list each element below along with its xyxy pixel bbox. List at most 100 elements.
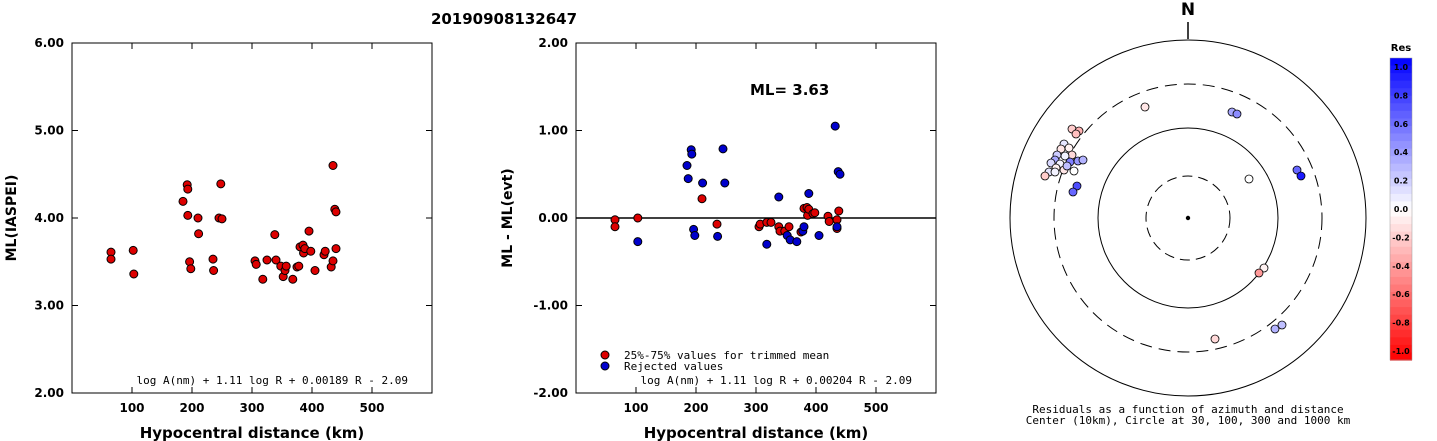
data-point (320, 246, 330, 256)
north-label: N (1181, 0, 1195, 20)
colorbar-cell (1390, 329, 1412, 338)
colorbar: Res 1.0 0.8 0.6 0.4 0.2 0.0 -0.2 -0.4 -0.6 -0.8 -1… (1389, 43, 1413, 361)
colorbar-cell (1390, 110, 1412, 119)
station-marker (1292, 165, 1302, 175)
station-marker (1072, 181, 1082, 191)
colorbar-tick-label: -0.4 (1392, 262, 1410, 271)
left-chart-formula: log A(nm) + 1.11 log R + 0.00189 R - 2.0… (136, 374, 408, 387)
station-marker (1244, 174, 1254, 184)
ml-value-label: ML= 3.63 (750, 81, 829, 99)
data-point (217, 214, 227, 224)
colorbar-cell (1390, 269, 1412, 278)
rejected-point (832, 222, 842, 232)
data-point (183, 210, 193, 220)
data-point (271, 255, 281, 265)
station-marker (1232, 109, 1242, 119)
colorbar-cell (1390, 141, 1412, 150)
data-point (251, 259, 261, 269)
mid-xtick-label: 500 (863, 401, 888, 415)
accepted-point (834, 206, 844, 216)
polar-caption-2: Center (10km), Circle at 30, 100, 300 an… (1026, 414, 1351, 427)
colorbar-cell (1390, 163, 1412, 172)
mid-xtick-label: 100 (623, 401, 648, 415)
left-chart-xlabel: Hypocentral distance (km) (140, 424, 365, 441)
rejected-point (720, 178, 730, 188)
data-point (216, 179, 226, 189)
colorbar-tick-label: 0.4 (1394, 148, 1409, 157)
colorbar-title: Res (1391, 43, 1411, 54)
accepted-point (633, 213, 643, 223)
mid-ytick-label: -1.00 (533, 299, 568, 313)
colorbar-cell (1390, 95, 1412, 104)
data-point (310, 266, 320, 275)
colorbar-frame (1389, 57, 1413, 361)
left-chart-points (106, 161, 341, 284)
left-ytick-label: 4.00 (34, 211, 64, 225)
colorbar-tick-label: 1.0 (1394, 63, 1409, 72)
legend-accepted-marker (600, 350, 610, 360)
data-point (193, 213, 203, 223)
colorbar-cell (1390, 239, 1412, 248)
colorbar-cell (1390, 352, 1412, 361)
data-point (208, 254, 218, 264)
colorbar-cell (1390, 58, 1412, 67)
station-marker (1040, 171, 1050, 181)
colorbar-cell (1390, 254, 1412, 263)
mid-ytick-label: 0.00 (538, 211, 568, 225)
accepted-point (610, 222, 620, 232)
data-point (281, 261, 291, 271)
colorbar-cell (1390, 118, 1412, 127)
colorbar-cell (1390, 178, 1412, 187)
rejected-point (792, 237, 802, 247)
colorbar-cell (1390, 231, 1412, 240)
colorbar-cell (1390, 261, 1412, 270)
mid-ytick-label: 1.00 (538, 124, 568, 138)
colorbar-cell (1390, 299, 1412, 308)
mid-ytick-label: 2.00 (538, 36, 568, 50)
left-chart-frame (71, 42, 433, 394)
station-marker (1071, 129, 1081, 139)
rejected-point (690, 231, 700, 240)
left-xtick-label: 300 (239, 401, 264, 415)
data-point (331, 244, 341, 254)
left-chart: ML(IASPEI) Hypocentral distance (km) log… (4, 36, 433, 441)
left-ytick-label: 2.00 (34, 386, 64, 400)
rejected-point (804, 189, 814, 198)
colorbar-cell (1390, 73, 1412, 82)
station-marker (1062, 161, 1072, 171)
colorbar-cell (1390, 148, 1412, 157)
circle-30km (1145, 175, 1231, 261)
accepted-point (766, 217, 776, 227)
colorbar-cell (1390, 284, 1412, 293)
accepted-point (784, 222, 794, 232)
colorbar-tick-label: -0.6 (1392, 290, 1410, 299)
mid-ytick-label: -2.00 (533, 386, 568, 400)
legend-rejected-label: Rejected values (624, 360, 723, 373)
data-point (306, 246, 316, 256)
rejected-point (830, 121, 840, 131)
rejected-point (713, 231, 723, 241)
left-chart-x-axis: 100 200 300 400 500 (119, 43, 385, 415)
polar-plot: N Residuals as a function of azimuth and… (1009, 0, 1367, 427)
colorbar-cell (1390, 171, 1412, 180)
rejected-point (698, 178, 708, 188)
left-xtick-label: 100 (119, 401, 144, 415)
station-marker (1254, 268, 1264, 278)
colorbar-cell (1390, 125, 1412, 135)
colorbar-cell (1390, 344, 1412, 354)
colorbar-tick-label: -1.0 (1392, 347, 1410, 356)
rejected-point (799, 222, 809, 232)
colorbar-tick-label: 0.0 (1394, 205, 1409, 214)
data-point (186, 264, 196, 274)
data-point (183, 184, 193, 194)
station-marker (1270, 324, 1280, 334)
mid-xtick-label: 200 (683, 401, 708, 415)
data-point (288, 274, 298, 284)
colorbar-cell (1390, 193, 1412, 203)
colorbar-tick-label: 0.8 (1394, 91, 1409, 100)
station-marker (1068, 187, 1078, 197)
mid-chart-ylabel: ML - ML(evt) (500, 168, 516, 267)
colorbar-cell (1390, 276, 1412, 286)
colorbar-tick-label: -0.2 (1392, 233, 1410, 242)
